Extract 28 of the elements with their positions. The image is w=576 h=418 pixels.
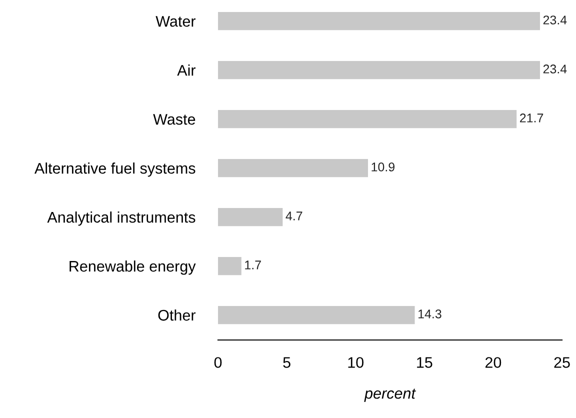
- x-tick-label: 20: [485, 357, 502, 368]
- bar: [218, 158, 368, 178]
- y-tick-label: Waste: [153, 114, 196, 125]
- bar: [218, 208, 283, 226]
- bar: [218, 110, 517, 128]
- y-tick-label: Other: [158, 309, 196, 321]
- x-tick-label: 10: [348, 357, 364, 368]
- data-label: 1.7: [245, 260, 261, 270]
- x-tick-label: 0: [214, 357, 222, 368]
- y-tick-label: Water: [156, 16, 196, 27]
- bar: [218, 12, 540, 30]
- bar: [218, 306, 415, 324]
- x-tick-label: 5: [283, 357, 290, 368]
- y-tick-label: Air: [177, 64, 196, 76]
- bar: [218, 256, 242, 276]
- data-label: 23.4: [543, 16, 567, 24]
- x-tick-label: 25: [554, 357, 570, 368]
- x-tick-label: 15: [417, 357, 432, 368]
- data-label: 14.3: [418, 310, 442, 318]
- data-label: 10.9: [372, 162, 394, 172]
- y-tick-label: Alternative fuel systems: [34, 162, 196, 177]
- y-tick-label: Renewable energy: [70, 260, 196, 275]
- x-axis-title: percent: [364, 388, 416, 402]
- y-tick-label: Analytical instruments: [47, 211, 196, 226]
- data-label: 23.4: [543, 64, 567, 74]
- data-label: 4.7: [286, 212, 302, 220]
- data-label: 21.7: [520, 114, 544, 122]
- bar: [218, 60, 540, 80]
